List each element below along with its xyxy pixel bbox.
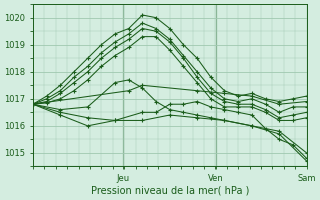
X-axis label: Pression niveau de la mer( hPa ): Pression niveau de la mer( hPa )	[91, 186, 249, 196]
